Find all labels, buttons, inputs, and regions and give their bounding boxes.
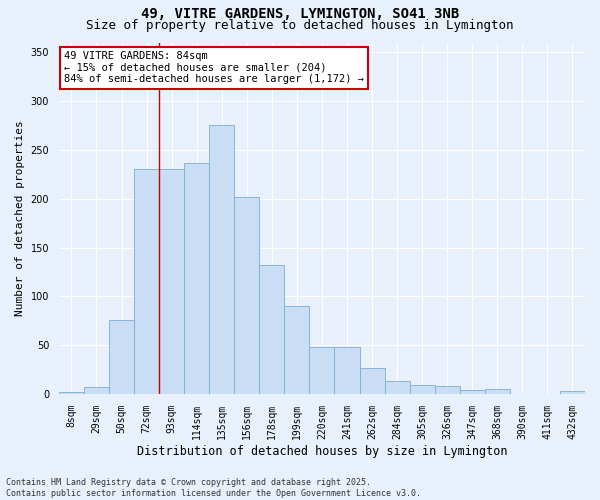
Bar	[359, 368, 385, 394]
Y-axis label: Number of detached properties: Number of detached properties	[15, 120, 25, 316]
Bar	[310, 347, 334, 394]
Bar	[460, 390, 485, 394]
Bar	[209, 126, 234, 394]
Text: Size of property relative to detached houses in Lymington: Size of property relative to detached ho…	[86, 19, 514, 32]
Bar	[334, 347, 359, 394]
X-axis label: Distribution of detached houses by size in Lymington: Distribution of detached houses by size …	[137, 444, 507, 458]
Bar	[560, 391, 585, 394]
Bar	[159, 170, 184, 394]
Bar	[234, 197, 259, 394]
Bar	[84, 387, 109, 394]
Bar	[184, 162, 209, 394]
Text: Contains HM Land Registry data © Crown copyright and database right 2025.
Contai: Contains HM Land Registry data © Crown c…	[6, 478, 421, 498]
Text: 49 VITRE GARDENS: 84sqm
← 15% of detached houses are smaller (204)
84% of semi-d: 49 VITRE GARDENS: 84sqm ← 15% of detache…	[64, 52, 364, 84]
Bar	[410, 385, 434, 394]
Bar	[434, 386, 460, 394]
Text: 49, VITRE GARDENS, LYMINGTON, SO41 3NB: 49, VITRE GARDENS, LYMINGTON, SO41 3NB	[141, 8, 459, 22]
Bar	[109, 320, 134, 394]
Bar	[284, 306, 310, 394]
Bar	[485, 389, 510, 394]
Bar	[134, 170, 159, 394]
Bar	[385, 382, 410, 394]
Bar	[59, 392, 84, 394]
Bar	[259, 265, 284, 394]
